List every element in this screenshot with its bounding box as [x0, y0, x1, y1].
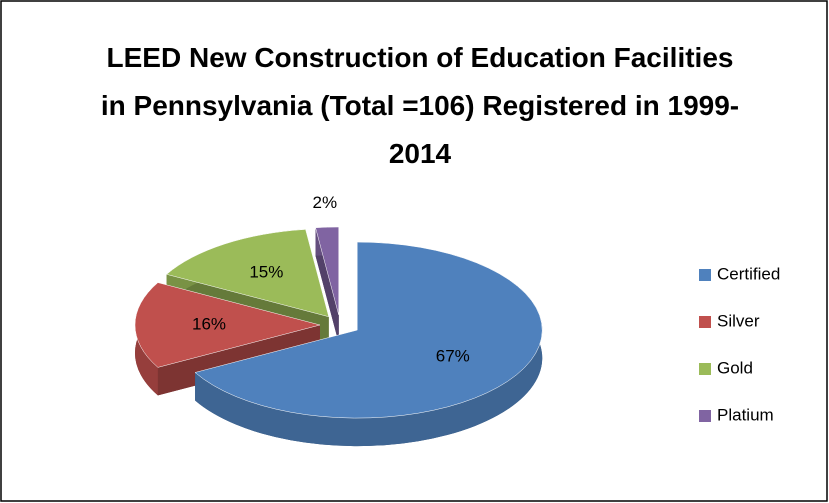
slice	[166, 229, 330, 318]
legend-label: Platium	[717, 405, 774, 424]
slice	[315, 226, 339, 316]
legend-label: Certified	[717, 264, 780, 283]
legend-swatch	[699, 269, 711, 281]
legend-swatch	[699, 410, 711, 422]
slice	[194, 241, 543, 419]
slice-wall	[315, 227, 339, 344]
data-label: 67%	[436, 346, 470, 365]
chart-title: LEED New Construction of Education Facil…	[100, 42, 740, 169]
legend-swatch	[699, 363, 711, 375]
legend-label: Silver	[717, 311, 760, 330]
legend-label: Gold	[717, 358, 753, 377]
data-label: 16%	[192, 314, 226, 333]
slice	[134, 282, 321, 368]
data-label: 15%	[249, 263, 283, 282]
legend-swatch	[699, 316, 711, 328]
data-label: 2%	[313, 193, 338, 212]
